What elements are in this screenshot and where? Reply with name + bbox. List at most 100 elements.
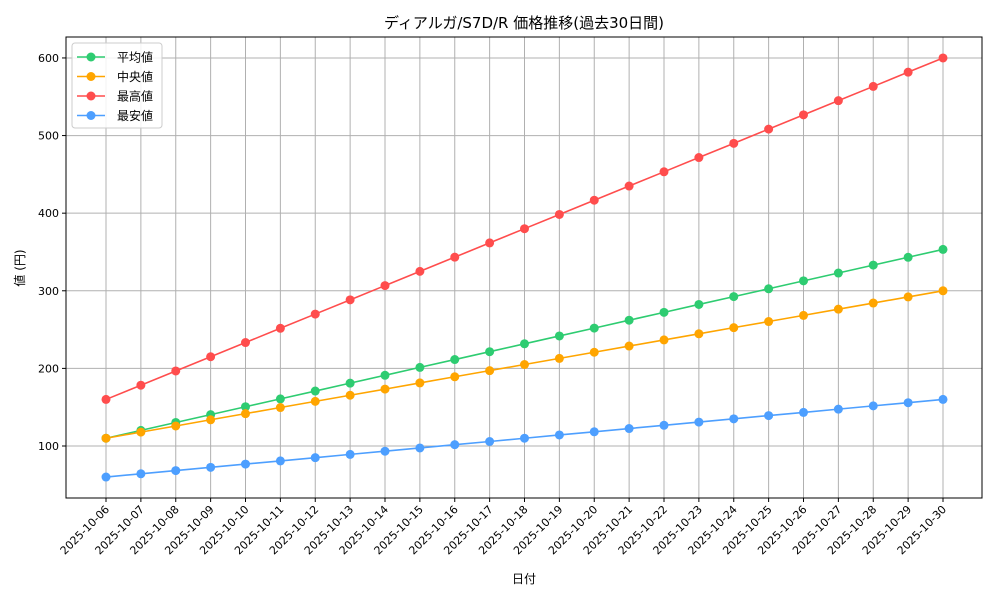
data-point [241, 402, 250, 412]
data-point [833, 404, 843, 414]
data-point [171, 421, 181, 431]
data-point [241, 459, 250, 469]
data-point [275, 394, 285, 404]
data-point [659, 167, 669, 177]
legend-label: 中央値 [117, 69, 153, 84]
data-point [589, 323, 599, 333]
data-point [136, 380, 146, 390]
data-point [764, 411, 774, 421]
series-2 [101, 53, 948, 404]
legend-label: 最高値 [117, 89, 153, 104]
data-point [833, 304, 843, 314]
data-point [275, 323, 285, 333]
series-group [101, 53, 948, 482]
data-point [694, 329, 704, 339]
data-point [589, 195, 599, 205]
data-point [589, 427, 599, 437]
data-point [345, 449, 355, 459]
data-point [171, 466, 181, 476]
data-point [101, 472, 111, 482]
data-point [345, 390, 355, 400]
data-point [764, 284, 774, 294]
y-axis-label: 値 (円) [12, 249, 27, 286]
data-point [624, 341, 634, 351]
y-tick-label: 400 [38, 207, 59, 220]
data-point [206, 352, 216, 362]
data-point [380, 384, 390, 394]
data-point [554, 353, 564, 363]
data-point [380, 370, 390, 380]
data-point [868, 401, 878, 411]
x-axis-label: 日付 [512, 572, 536, 586]
series-1 [101, 286, 948, 443]
x-axis: 2025-10-062025-10-072025-10-082025-10-09… [58, 498, 949, 557]
data-point [485, 238, 495, 248]
data-point [903, 252, 913, 262]
data-point [310, 453, 320, 463]
series-0 [101, 244, 948, 443]
data-point [136, 469, 146, 479]
data-point [206, 462, 216, 472]
data-point [729, 414, 739, 424]
data-point [206, 415, 216, 425]
data-point [624, 181, 634, 191]
data-point [868, 260, 878, 270]
data-point [275, 403, 285, 413]
data-point [171, 366, 181, 376]
data-point [450, 440, 460, 450]
data-point [415, 266, 425, 276]
data-point [485, 347, 495, 357]
legend-marker [86, 111, 96, 120]
data-point [241, 409, 250, 419]
data-point [764, 317, 774, 327]
data-point [450, 252, 460, 262]
data-point [694, 299, 704, 309]
data-point [624, 424, 634, 434]
legend-label: 平均値 [117, 50, 153, 65]
data-point [659, 420, 669, 430]
data-point [938, 244, 948, 254]
data-point [624, 315, 634, 325]
chart-title: ディアルガ/S7D/R 価格推移(過去30日間) [384, 14, 664, 32]
y-tick-label: 100 [38, 440, 59, 453]
data-point [380, 446, 390, 456]
data-point [485, 366, 495, 376]
data-point [520, 360, 529, 370]
legend-box [71, 42, 163, 129]
data-point [903, 67, 913, 77]
data-point [136, 427, 146, 437]
data-point [799, 407, 808, 417]
data-point [729, 323, 739, 333]
data-point [764, 124, 774, 134]
data-point [938, 53, 948, 63]
data-point [310, 386, 320, 396]
data-point [554, 209, 564, 219]
data-point [275, 456, 285, 466]
data-point [799, 310, 808, 320]
data-point [241, 338, 250, 348]
data-point [729, 138, 739, 148]
data-point [450, 372, 460, 382]
legend-marker [86, 91, 96, 101]
data-point [520, 433, 529, 443]
data-point [799, 110, 808, 120]
legend-marker [86, 72, 96, 81]
data-point [589, 347, 599, 357]
y-tick-label: 200 [38, 362, 59, 375]
data-point [345, 295, 355, 305]
series-3 [101, 394, 948, 482]
data-point [903, 292, 913, 302]
data-point [833, 268, 843, 278]
legend-label: 最安値 [117, 108, 153, 123]
data-point [554, 331, 564, 341]
grid [66, 37, 982, 498]
data-point [101, 433, 111, 443]
data-point [520, 224, 529, 234]
y-tick-label: 300 [38, 285, 59, 298]
data-point [345, 378, 355, 388]
data-point [520, 339, 529, 349]
data-point [310, 309, 320, 319]
data-point [868, 298, 878, 308]
data-point [554, 430, 564, 440]
